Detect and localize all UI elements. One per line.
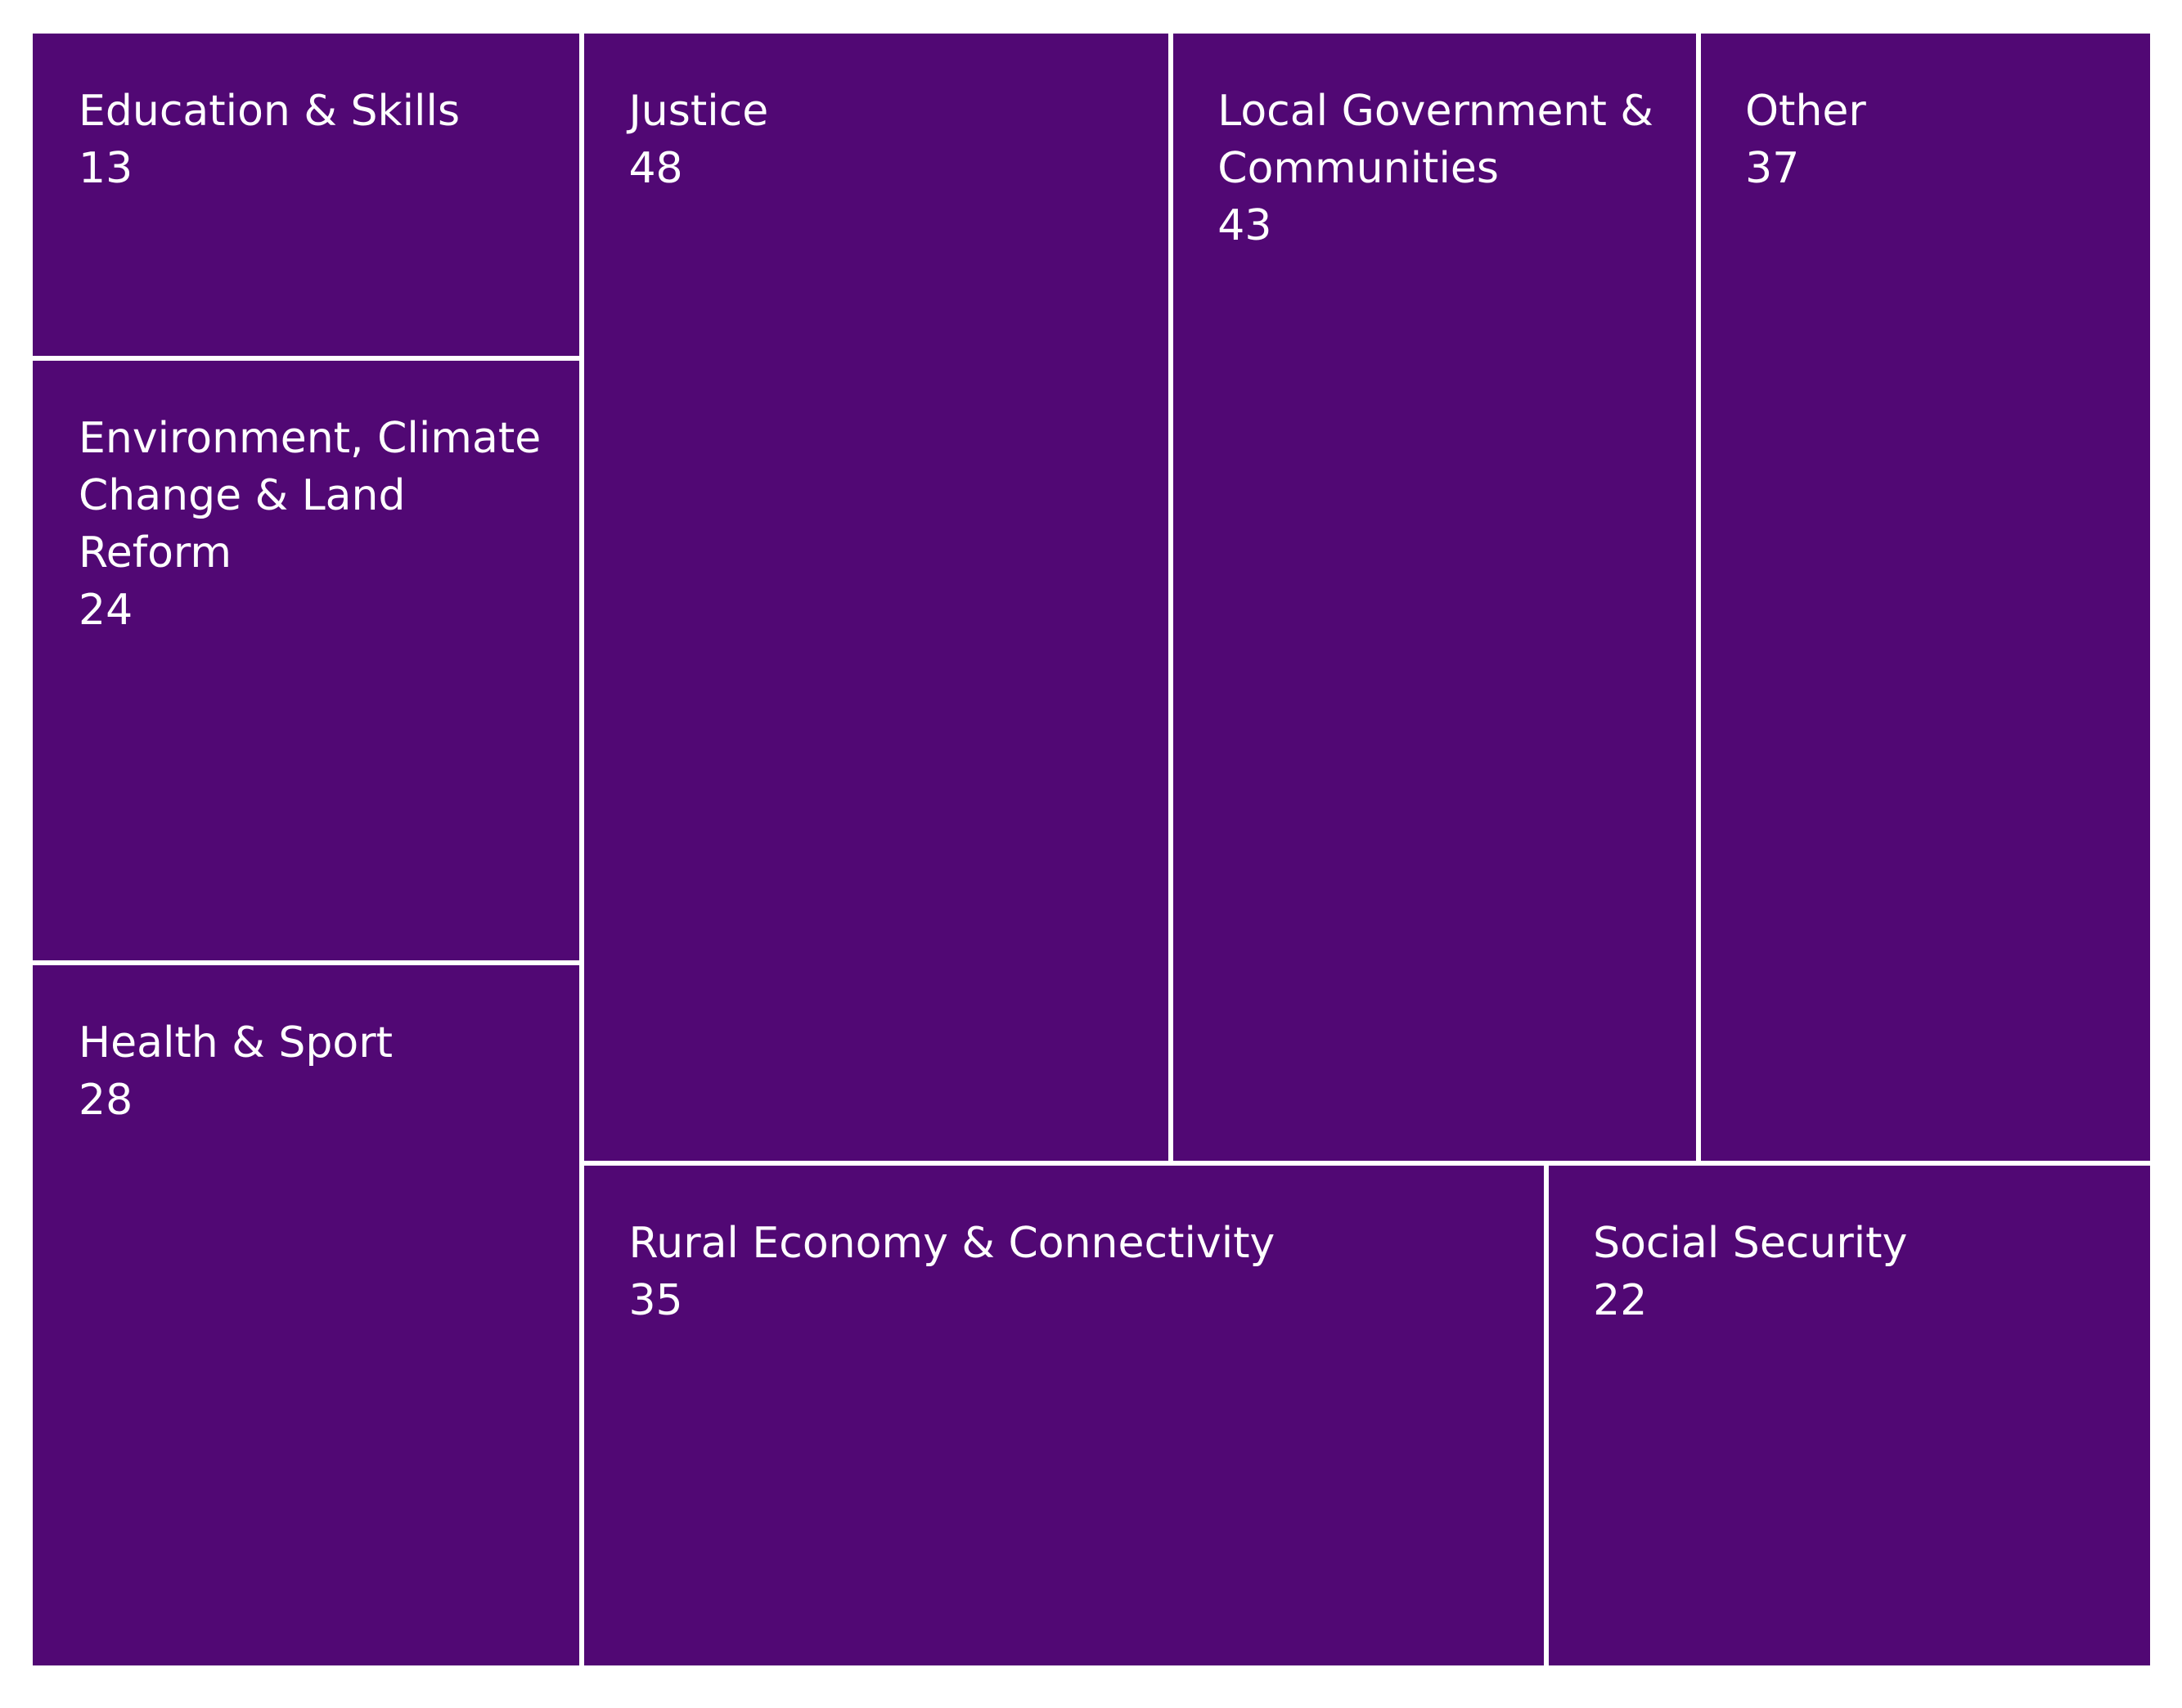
tile-label: Rural Economy & Connectivity bbox=[628, 1219, 1275, 1269]
tile-justice: Justice 48 bbox=[584, 34, 1169, 1162]
tile-value: 28 bbox=[79, 1076, 133, 1126]
tile-rural-economy-connectivity: Rural Economy & Connectivity 35 bbox=[584, 1166, 1545, 1665]
tile-social-security: Social Security 22 bbox=[1549, 1166, 2150, 1665]
tile-value: 48 bbox=[628, 144, 683, 193]
tile-label: Justice bbox=[628, 87, 769, 136]
tile-environment-climate-change-land-reform: Environment, Climate Change & Land Refor… bbox=[33, 361, 580, 961]
tile-value: 24 bbox=[79, 586, 133, 636]
tile-education-skills: Education & Skills 13 bbox=[33, 34, 580, 357]
tile-other: Other 37 bbox=[1701, 34, 2150, 1162]
tile-label: Environment, Climate Change & Land Refor… bbox=[79, 414, 542, 578]
tile-label: Social Security bbox=[1593, 1219, 1908, 1269]
tile-label: Education & Skills bbox=[79, 87, 461, 136]
tile-value: 13 bbox=[79, 144, 133, 193]
tile-local-government-communities: Local Government & Communities 43 bbox=[1173, 34, 1697, 1162]
tile-label: Other bbox=[1745, 87, 1866, 136]
tile-value: 22 bbox=[1593, 1276, 1648, 1326]
tile-value: 43 bbox=[1217, 201, 1272, 250]
tile-value: 37 bbox=[1745, 144, 1800, 193]
tile-label: Local Government & Communities bbox=[1217, 87, 1653, 193]
tile-label: Health & Sport bbox=[79, 1018, 393, 1068]
tile-value: 35 bbox=[628, 1276, 683, 1326]
tile-health-sport: Health & Sport 28 bbox=[33, 965, 580, 1665]
